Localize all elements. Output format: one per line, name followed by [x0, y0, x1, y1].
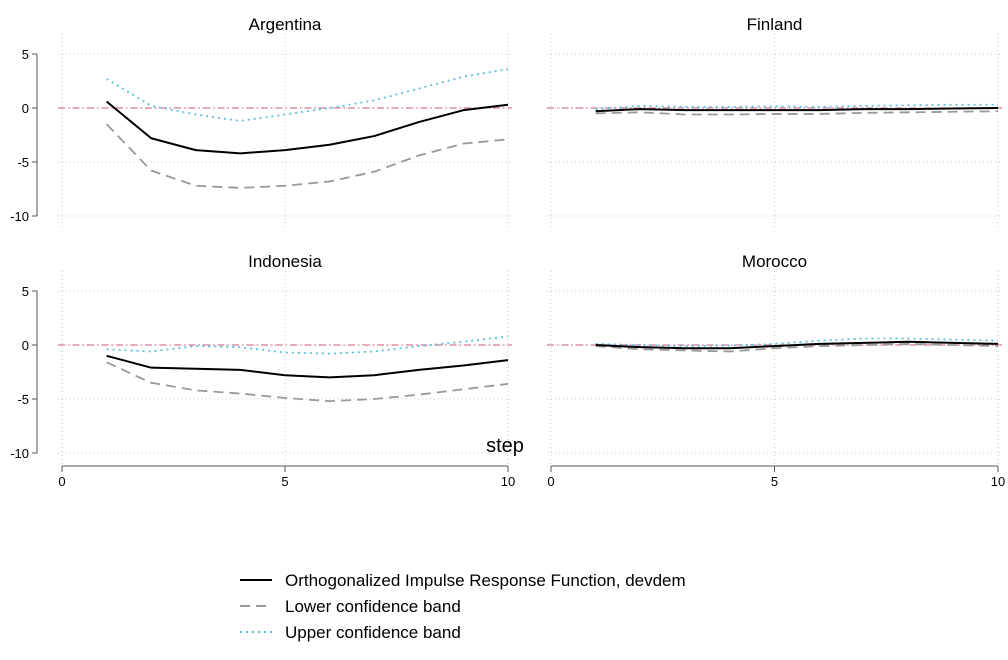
y-tick-label: 5 — [22, 284, 29, 299]
series-line-lower-band — [105, 123, 509, 189]
legend: Orthogonalized Impulse Response Function… — [240, 571, 686, 642]
panel-title: Finland — [747, 15, 803, 34]
legend-label: Upper confidence band — [285, 623, 461, 642]
legend-label: Orthogonalized Impulse Response Function… — [285, 571, 686, 590]
legend-item: Upper confidence band — [240, 623, 461, 642]
legend-item: Lower confidence band — [240, 597, 461, 616]
series-line-upper-band — [106, 335, 509, 355]
series-line-irf — [106, 354, 509, 379]
x-tick-label: 10 — [501, 474, 515, 489]
x-tick-label: 5 — [771, 474, 778, 489]
series-line-lower-band — [595, 343, 999, 353]
panel-title: Argentina — [249, 15, 322, 34]
series-line-irf — [105, 100, 509, 155]
x-tick-label: 10 — [991, 474, 1005, 489]
x-tick-label: 0 — [547, 474, 554, 489]
panel-finland: Finland — [547, 15, 1002, 228]
legend-item: Orthogonalized Impulse Response Function… — [240, 571, 686, 590]
y-tick-label: -5 — [17, 155, 29, 170]
y-tick-label: 5 — [22, 47, 29, 62]
panel-argentina: Argentina -10 -5 0 5 — [10, 15, 512, 228]
x-tick-label: 5 — [281, 474, 288, 489]
series-line-irf — [595, 340, 999, 350]
panel-title: Morocco — [742, 252, 807, 271]
panel-title: Indonesia — [248, 252, 322, 271]
series-line-lower-band — [106, 361, 509, 403]
y-tick-label: -10 — [10, 209, 29, 224]
series-line-upper-band — [595, 337, 999, 347]
series-line-upper-band — [106, 68, 509, 122]
panels: Argentina -10 -5 0 5 Finland Indonesia -10 -5 0 5 0… — [10, 15, 1005, 489]
y-tick-label: 0 — [22, 338, 29, 353]
panel-indonesia: Indonesia -10 -5 0 5 0 5 10 — [10, 252, 515, 489]
x-tick-label: 0 — [58, 474, 65, 489]
series-line-irf — [595, 107, 999, 113]
legend-label: Lower confidence band — [285, 597, 461, 616]
panel-morocco: Morocco 0 5 10 — [547, 252, 1005, 489]
series-line-lower-band — [595, 110, 999, 116]
y-tick-label: 0 — [22, 101, 29, 116]
y-tick-label: -10 — [10, 446, 29, 461]
y-tick-label: -5 — [17, 392, 29, 407]
x-axis-title: step — [486, 435, 524, 457]
series-line-upper-band — [595, 103, 998, 110]
